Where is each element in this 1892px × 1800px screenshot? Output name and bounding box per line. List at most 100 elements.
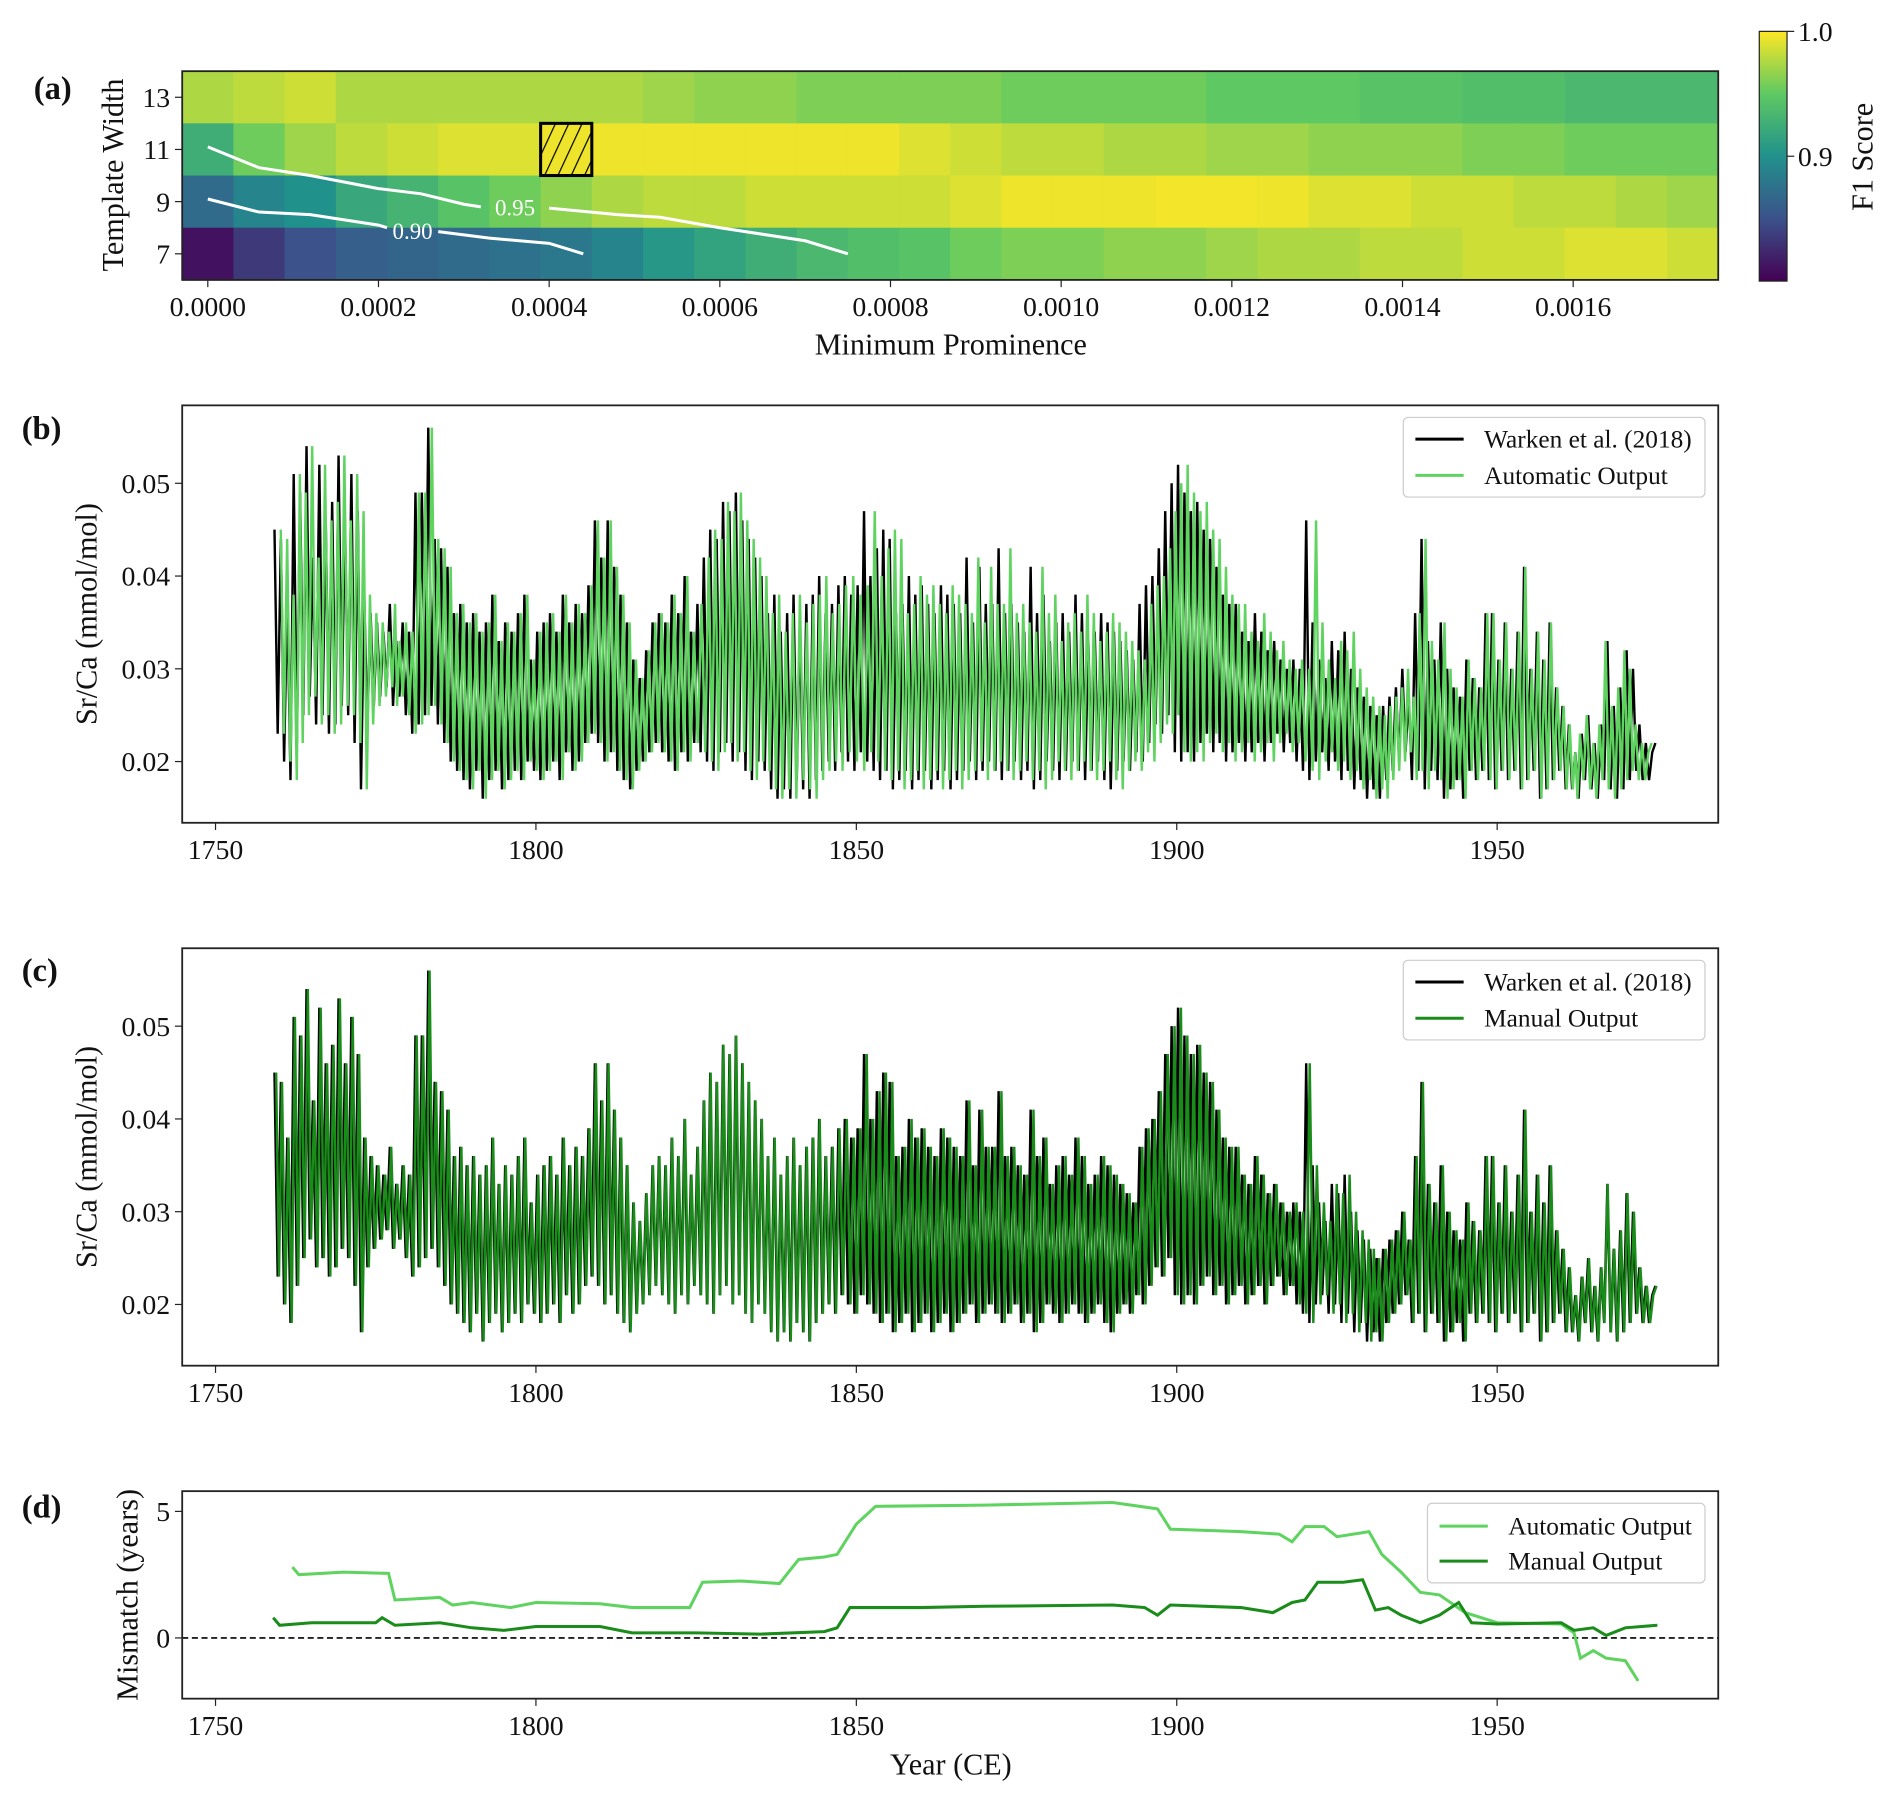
heatmap-cell	[1513, 123, 1566, 177]
legend-label-automatic: Automatic Output	[1484, 462, 1668, 490]
heatmap-cell	[489, 175, 542, 229]
heatmap-cell	[387, 175, 439, 229]
panel-label-d: (d)	[22, 1490, 62, 1526]
heatmap-cell	[1206, 71, 1259, 125]
heatmap-cell	[643, 71, 695, 125]
mismatch-line-automatic-output	[291, 1501, 1640, 1682]
y-tick-label: 0.04	[122, 1105, 171, 1136]
heatmap-cell	[1411, 71, 1463, 125]
heatmap-cell	[950, 123, 1003, 177]
x-tick-label: 1850	[829, 835, 885, 866]
x-tick-label: 1800	[508, 835, 564, 866]
x-tick-label: 1850	[829, 1711, 885, 1742]
heatmap-cell	[387, 71, 439, 125]
contour-line-0.90	[438, 230, 584, 256]
heatmap-cell	[284, 123, 337, 177]
heatmap-cell	[694, 227, 747, 281]
mismatch-plot: 1750 1800 1850 1900 1950 0 5	[156, 1497, 1719, 1742]
heatmap-cell	[591, 175, 644, 229]
heatmap-cell	[1001, 123, 1054, 177]
heatmap-cell	[1359, 71, 1412, 125]
output-series-line	[274, 970, 1658, 1342]
x-tick-label: 0.0004	[511, 292, 587, 323]
axes-frame-b	[181, 404, 1720, 824]
heatmap-cell	[1462, 123, 1515, 177]
legend-label-automatic: Automatic Output	[1508, 1513, 1692, 1541]
heatmap-cell	[1667, 71, 1719, 125]
heatmap-cell	[796, 175, 849, 229]
best-parameter-cell	[539, 121, 594, 178]
legend-box	[1402, 416, 1706, 498]
heatmap-cell	[1411, 175, 1463, 229]
heatmap-cell	[489, 123, 542, 177]
x-tick-label: 1750	[188, 1711, 244, 1742]
heatmap-cell	[335, 227, 388, 281]
y-axis-label-d: Mismatch (years)	[111, 1489, 145, 1701]
heatmap-cell	[796, 71, 849, 125]
x-tick-label: 1950	[1469, 1378, 1525, 1409]
heatmap-cell	[233, 175, 286, 229]
x-tick-label: 1900	[1149, 835, 1205, 866]
heatmap-cell	[1206, 175, 1259, 229]
heatmap-ticks: 0.0000 0.0002 0.0004 0.0006 0.0008 0.0010 0.00…	[142, 83, 1611, 323]
heatmap-cell	[387, 227, 439, 281]
heatmap-cell	[847, 123, 900, 177]
heatmap-cell	[1564, 123, 1617, 177]
colorbar-tick-label: 1.0	[1798, 17, 1833, 48]
heatmap-cell	[1462, 227, 1515, 281]
heatmap-cell	[1001, 227, 1054, 281]
heatmap-cell	[1411, 227, 1463, 281]
x-tick-label: 1750	[188, 1378, 244, 1409]
x-tick-label: 0.0014	[1364, 292, 1440, 323]
heatmap-cell	[1359, 123, 1412, 177]
x-axis-label-d: Year (CE)	[890, 1748, 1012, 1782]
y-tick-label: 11	[143, 135, 170, 166]
heatmap-cell	[899, 123, 951, 177]
legend-box	[1426, 1502, 1706, 1584]
contour-label: 0.90	[393, 219, 433, 244]
heatmap-cell	[1462, 175, 1515, 229]
heatmap-cell	[1513, 227, 1566, 281]
heatmap-cell	[489, 71, 542, 125]
heatmap-cell	[796, 123, 849, 177]
heatmap-cell	[745, 123, 798, 177]
heatmap-cell	[1052, 227, 1105, 281]
heatmap-cell	[1615, 123, 1668, 177]
heatmap-cell	[1103, 71, 1156, 125]
x-axis-label-a: Minimum Prominence	[815, 328, 1087, 362]
heatmap-cell	[694, 71, 747, 125]
x-tick-label: 0.0010	[1023, 292, 1099, 323]
heatmap-cell	[1052, 123, 1105, 177]
legend-label-manual: Manual Output	[1484, 1005, 1638, 1033]
y-axis-label-c: Sr/Ca (mmol/mol)	[70, 1046, 104, 1268]
heatmap-cell	[182, 175, 235, 229]
heatmap-cell	[1103, 123, 1156, 177]
y-tick-label: 0	[156, 1624, 170, 1655]
legend-b: Warken et al. (2018) Automatic Output	[1402, 416, 1706, 498]
x-tick-label: 0.0006	[682, 292, 758, 323]
panel-c: (c) 1750 1800 1850 1900 1950 0.02 0.03 0.04 0.05…	[22, 947, 1720, 1409]
heatmap-cell	[1359, 175, 1412, 229]
mismatch-line-manual-output	[272, 1578, 1658, 1638]
legend-d: Automatic Output Manual Output	[1426, 1502, 1706, 1584]
heatmap-cell	[899, 175, 951, 229]
heatmap-cell	[540, 71, 593, 125]
heatmap-cell	[1564, 71, 1617, 125]
y-tick-label: 0.05	[122, 469, 171, 500]
heatmap-cell	[1308, 71, 1361, 125]
heatmap-cell	[233, 71, 286, 125]
panel-label-c: (c)	[22, 953, 58, 989]
legend-label-reference: Warken et al. (2018)	[1484, 968, 1692, 996]
heatmap-cell	[1513, 71, 1566, 125]
heatmap-cell	[1615, 227, 1668, 281]
heatmap-cell	[643, 227, 695, 281]
heatmap-cell	[694, 175, 747, 229]
x-tick-label: 1750	[188, 835, 244, 866]
heatmap-cell	[1155, 227, 1207, 281]
contour-label: 0.95	[495, 195, 535, 220]
heatmap-cell	[1667, 227, 1719, 281]
heatmap-cell	[847, 227, 900, 281]
colorbar-label: F1 Score	[1846, 103, 1880, 211]
legend-c: Warken et al. (2018) Manual Output	[1402, 959, 1706, 1041]
